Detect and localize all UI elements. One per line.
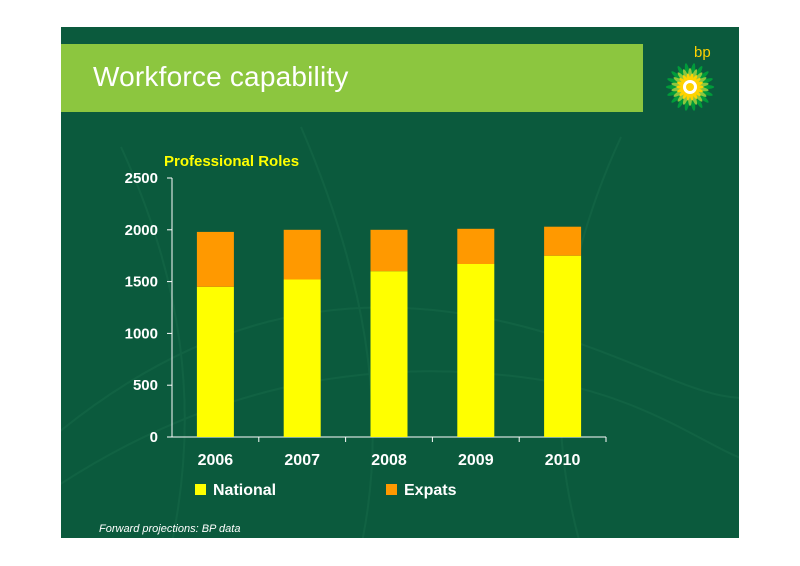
x-tick-label: 2007 xyxy=(284,452,320,469)
y-axis: 0 500 1000 1500 2000 2500 xyxy=(125,170,173,446)
x-axis: 2006 2007 2008 2009 2010 xyxy=(172,436,607,469)
bar-expats-2010 xyxy=(544,226,582,256)
x-tick-label: 2009 xyxy=(458,452,494,469)
slide-title: Workforce capability xyxy=(93,61,349,92)
bar-expats-2006 xyxy=(196,231,234,287)
x-tick-label: 2008 xyxy=(371,452,407,469)
footnote: Forward projections: BP data xyxy=(99,523,241,535)
bar-national-2008 xyxy=(370,271,408,437)
bar-expats-2009 xyxy=(457,228,495,264)
legend-swatch-national xyxy=(195,484,206,495)
y-tick-label: 1500 xyxy=(125,274,158,291)
bars xyxy=(196,226,582,437)
legend-label-expats: Expats xyxy=(404,482,457,499)
y-tick-label: 0 xyxy=(150,429,158,446)
bar-national-2007 xyxy=(283,279,321,437)
bar-expats-2007 xyxy=(283,229,321,280)
bar-expats-2008 xyxy=(370,229,408,272)
bp-helios-logo-icon xyxy=(665,63,715,111)
slide: Workforce capability bp Professional Rol… xyxy=(61,27,739,538)
legend-swatch-expats xyxy=(386,484,397,495)
legend: National Expats xyxy=(195,482,457,499)
bar-national-2006 xyxy=(196,286,234,437)
y-tick-label: 2000 xyxy=(125,222,158,239)
title-band xyxy=(61,44,643,112)
legend-label-national: National xyxy=(213,482,276,499)
bar-national-2009 xyxy=(457,264,495,437)
x-tick-label: 2010 xyxy=(545,452,581,469)
y-tick-label: 1000 xyxy=(125,325,158,342)
bar-national-2010 xyxy=(544,255,582,437)
y-tick-label: 500 xyxy=(133,377,158,394)
y-tick-label: 2500 xyxy=(125,170,158,187)
logo-text: bp xyxy=(694,44,711,61)
stacked-bar-chart: Professional Roles 05001000150020002500 … xyxy=(125,153,607,499)
x-tick-label: 2006 xyxy=(198,452,234,469)
chart-title: Professional Roles xyxy=(164,153,299,170)
